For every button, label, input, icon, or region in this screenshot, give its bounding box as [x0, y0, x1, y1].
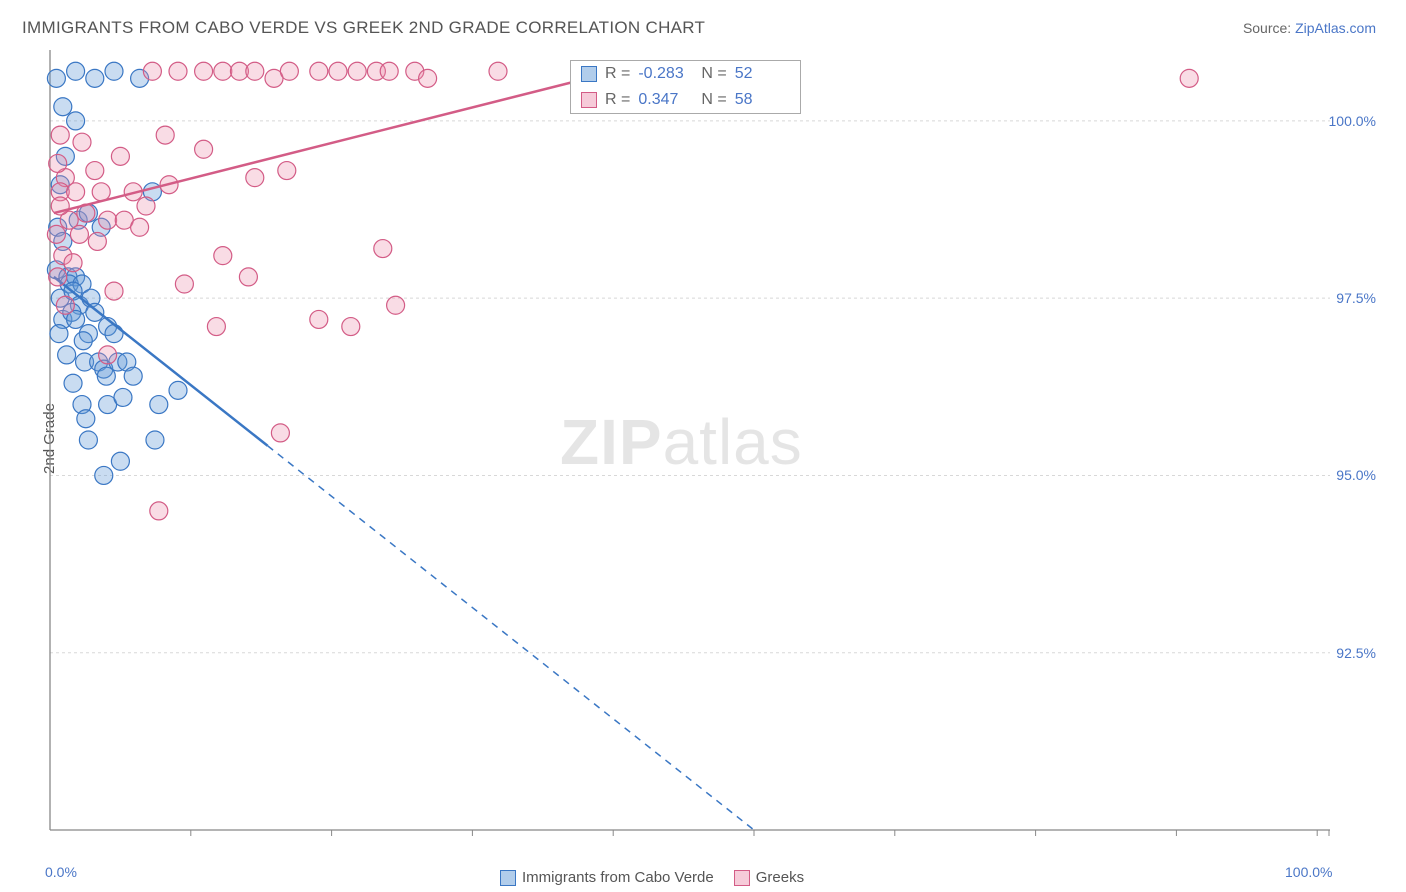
y-tick-3: 100.0% [1329, 113, 1376, 129]
source-link[interactable]: ZipAtlas.com [1295, 20, 1376, 36]
stats-n-label-1: N = [701, 65, 726, 83]
correlation-stats-box: R = -0.283 N = 52 R = 0.347 N = 58 [570, 60, 801, 114]
stats-swatch-2 [581, 92, 597, 108]
stats-r-label-1: R = [605, 65, 630, 83]
x-tick-1: 100.0% [1285, 864, 1332, 880]
y-tick-1: 95.0% [1336, 467, 1376, 483]
source-attribution: Source: ZipAtlas.com [1243, 20, 1376, 36]
y-tick-0: 92.5% [1336, 645, 1376, 661]
stats-r-value-1: -0.283 [638, 65, 693, 83]
stats-row-1: R = -0.283 N = 52 [571, 61, 800, 87]
scatter-svg [50, 50, 1330, 830]
stats-n-label-2: N = [701, 91, 726, 109]
legend-label-2: Greeks [756, 869, 804, 886]
x-tick-0: 0.0% [45, 864, 77, 880]
legend-item-1: Immigrants from Cabo Verde [500, 869, 714, 886]
stats-r-label-2: R = [605, 91, 630, 109]
legend: Immigrants from Cabo Verde Greeks [500, 869, 804, 886]
stats-row-2: R = 0.347 N = 58 [571, 87, 800, 113]
chart-title: IMMIGRANTS FROM CABO VERDE VS GREEK 2ND … [22, 18, 705, 38]
y-tick-2: 97.5% [1336, 290, 1376, 306]
stats-swatch-1 [581, 66, 597, 82]
legend-label-1: Immigrants from Cabo Verde [522, 869, 714, 886]
plot-area [50, 50, 1330, 830]
legend-item-2: Greeks [734, 869, 804, 886]
stats-n-value-2: 58 [735, 91, 790, 109]
legend-swatch-2 [734, 870, 750, 886]
legend-swatch-1 [500, 870, 516, 886]
stats-n-value-1: 52 [735, 65, 790, 83]
stats-r-value-2: 0.347 [638, 91, 693, 109]
source-label: Source: [1243, 20, 1295, 36]
